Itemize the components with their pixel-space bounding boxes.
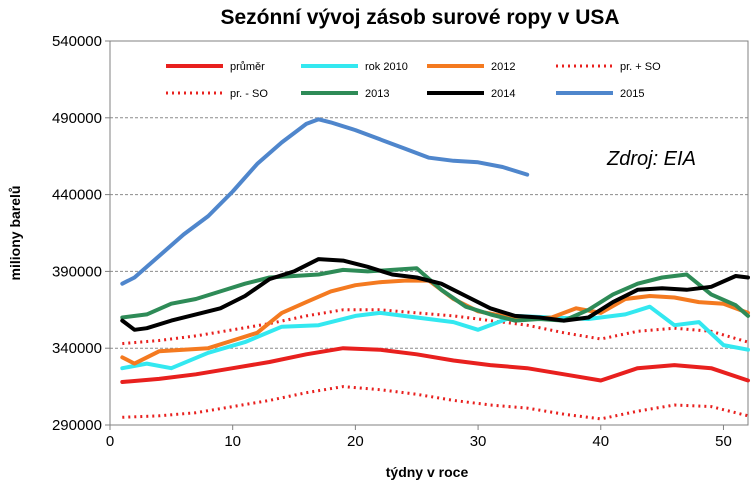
x-tick-label: 50: [715, 433, 732, 450]
x-tick-label: 20: [347, 433, 364, 450]
x-tick-label: 0: [106, 433, 114, 450]
legend-label: průměr: [230, 61, 265, 73]
series-lines: [120, 117, 750, 421]
y-tick-label: 490000: [52, 110, 102, 127]
series-line-2014: [120, 257, 750, 332]
y-tick-label: 290000: [52, 417, 102, 434]
legend-label: 2013: [365, 88, 389, 100]
y-tick-label: 340000: [52, 340, 102, 357]
series-line-rok-2010: [120, 304, 750, 371]
x-axis-title: týdny v roce: [386, 464, 469, 480]
y-tick-label: 440000: [52, 187, 102, 204]
series-line-2013: [120, 266, 750, 323]
legend-label: rok 2010: [365, 61, 408, 73]
series-line-2015: [120, 117, 530, 286]
legend-label: 2014: [491, 88, 515, 100]
y-tick-label: 390000: [52, 263, 102, 280]
source-annotation: Zdroj: EIA: [606, 148, 696, 170]
legend: průměr rok 2010 2012 pr. + SO pr. - SO 2013 20…: [166, 61, 661, 100]
legend-label: 2012: [491, 61, 515, 73]
legend-label: pr. + SO: [620, 61, 661, 73]
axis-ticks: 290000 340000 390000 440000 490000 540000 0 10 2…: [52, 33, 732, 450]
plot-area-frame: [109, 40, 749, 426]
legend-label: pr. - SO: [230, 88, 268, 100]
series-line-pr-so: [122, 385, 749, 421]
series-line-pr-m-r: [120, 346, 750, 384]
x-tick-label: 30: [470, 433, 487, 450]
y-axis-title: miliony barelů: [7, 186, 23, 281]
x-tick-label: 40: [592, 433, 609, 450]
grid-lines: [110, 117, 748, 349]
series-line-pr-so: [122, 308, 749, 346]
x-tick-label: 10: [224, 433, 241, 450]
chart-title: Sezónní vývoj zásob surové ropy v USA: [220, 6, 619, 29]
y-tick-label: 540000: [52, 33, 102, 50]
legend-label: 2015: [620, 88, 644, 100]
